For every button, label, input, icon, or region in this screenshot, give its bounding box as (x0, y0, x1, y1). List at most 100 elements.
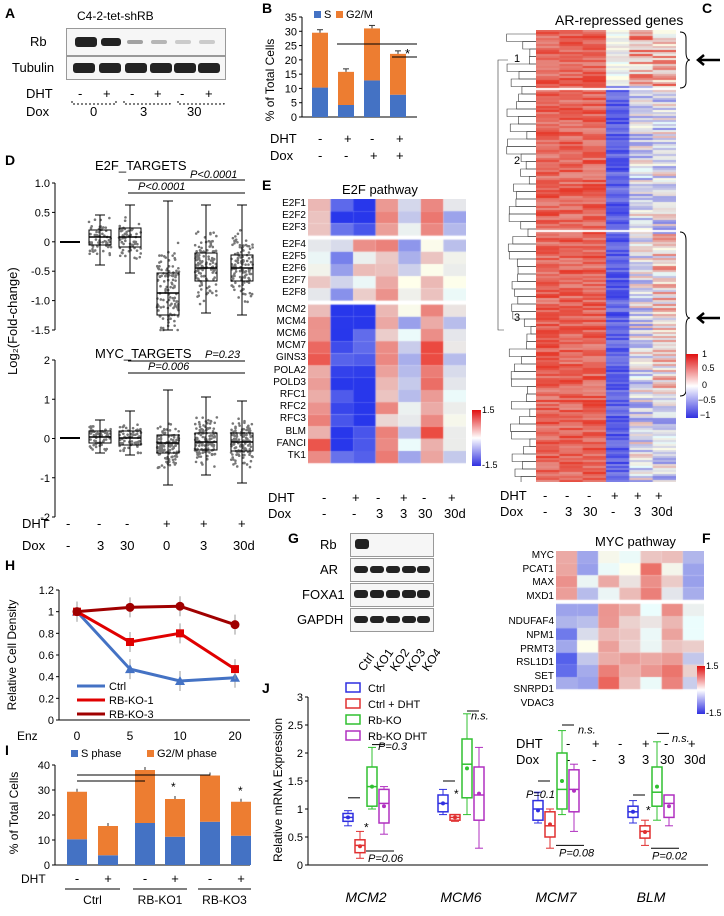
e-gene-mcm2: MCM2 (276, 303, 306, 315)
i-star-1: * (171, 780, 176, 794)
j-gene-mcm2: MCM2 (345, 889, 386, 905)
b-bar-s (364, 80, 380, 117)
panel-i-ylabel: % of Total Cells (7, 772, 21, 854)
f-dox-1: - (592, 752, 597, 767)
panel-a-dht-2: + (103, 86, 111, 101)
h-point (176, 629, 184, 638)
panel-e-dht-label: DHT (268, 490, 295, 505)
j-mcm7-p2: P=0.08 (559, 848, 595, 860)
f-dht-2: - (618, 736, 623, 751)
i-bar-g2m (200, 775, 220, 822)
j-mcm2-p2: P=0.06 (368, 853, 404, 865)
d-top-ytick: -1.0 (31, 296, 50, 308)
j-legend-0: Ctrl (368, 683, 385, 695)
e-dox-5: 30d (444, 506, 466, 521)
i-bar-s (98, 855, 118, 865)
e-gene-mcm6: MCM6 (276, 328, 306, 339)
h-ytick: 0 (48, 715, 54, 727)
i-ytick: 30 (38, 785, 50, 797)
j-ytick: 0 (297, 860, 303, 872)
f-gene-set: SET (534, 670, 554, 682)
f-gene-max: MAX (532, 577, 554, 589)
tubulin-blot (66, 56, 226, 80)
i-dht-4: - (208, 871, 212, 886)
c-dox-3: - (611, 504, 616, 519)
i-bar-g2m (67, 791, 87, 840)
panel-a-dox-label: Dox (26, 104, 50, 119)
b-ytick: 30 (285, 26, 297, 38)
panel-h-xlabel: Enz (17, 729, 38, 743)
panel-d-bottom-title: MYC_TARGETS (95, 346, 192, 361)
e-legend-max: 1.5 (482, 405, 495, 415)
i-dht-0: - (75, 871, 79, 886)
i-dht-5: + (237, 871, 245, 886)
d-dox-1: 3 (97, 538, 105, 553)
panel-b-star: * (405, 46, 410, 61)
d-bot-p1: P=0.006 (148, 361, 190, 373)
panel-f-title: MYC pathway (595, 534, 676, 549)
panel-e-heatmap (308, 199, 466, 479)
i-bar-s (200, 821, 220, 865)
panel-a-dht-3: - (130, 86, 135, 101)
panel-a-dht-5: - (180, 86, 185, 101)
e-dox-3: 3 (400, 506, 408, 521)
e-gene-tk1: TK1 (287, 450, 306, 461)
d-top-ytick: 0 (44, 237, 50, 249)
panel-b-dox-label: Dox (270, 148, 294, 163)
f-dox-0: - (566, 752, 571, 767)
e-legend-min: -1.5 (482, 460, 498, 470)
j-mcm6-ns: n.s. (471, 710, 489, 722)
j-legend-3: Rb-KO DHT (368, 731, 428, 743)
panel-label-g: G (288, 530, 299, 546)
e-gene-e2f5: E2F5 (282, 250, 306, 262)
b-bar-g2m (364, 28, 380, 81)
h-point (72, 607, 82, 617)
panel-a-title: C4-2-tet-shRB (77, 9, 154, 23)
legend-s-phase-swatch (71, 750, 78, 757)
d-dox-2: 30 (120, 538, 135, 553)
legend-g2m-swatch (336, 11, 343, 18)
rb-row-label: Rb (30, 34, 47, 49)
f-gene-snrpd1: SNRPD1 (513, 684, 554, 696)
b-bar-s (390, 94, 406, 117)
j-mcm6-star: * (454, 787, 459, 801)
panel-a-dht-1: - (78, 86, 83, 101)
panel-c-colorbar (686, 354, 698, 418)
panel-j-chart: Relative mRNA Expression 0 0.5 1 1.5 2 2.5 3 MC… (271, 682, 708, 905)
d-top-ytick: 0.5 (35, 207, 50, 219)
j-blm-star: * (646, 804, 651, 818)
h-xtick: 20 (228, 729, 242, 743)
h-xtick: 0 (74, 729, 81, 743)
j-mcm2-p1: P=0.3 (378, 741, 408, 753)
arrow-left-icon (696, 312, 720, 324)
c-legend-1: 1 (702, 349, 708, 359)
panel-d-dht-label: DHT (22, 516, 49, 531)
e-gene-pola2: POLA2 (273, 364, 306, 376)
b-ytick: 15 (285, 69, 297, 81)
e-gene-e2f3: E2F3 (282, 222, 306, 234)
g-blot-ar (350, 558, 434, 582)
d-top-ytick: -0.5 (31, 266, 50, 278)
i-ytick: 20 (38, 810, 50, 822)
j-legend-2: Rb-KO (368, 715, 402, 727)
b-ytick: 0 (291, 112, 297, 124)
panel-e-title: E2F pathway (342, 182, 418, 197)
d-top-p1: P<0.0001 (138, 181, 185, 193)
d-bot-p2: P=0.23 (205, 349, 241, 361)
e-gene-pold3: POLD3 (273, 376, 306, 388)
h-ytick: 0.2 (39, 693, 54, 705)
i-group-2: RB-KO3 (202, 893, 247, 907)
j-mcm2-star: * (364, 820, 369, 834)
i-dht-3: + (171, 871, 179, 886)
e-dht-0: - (322, 490, 327, 505)
cluster-1: 1 (514, 53, 521, 65)
panel-a-dox-0: 0 (90, 104, 98, 119)
i-dht-1: + (104, 871, 112, 886)
panel-f-dht-label: DHT (516, 736, 543, 751)
c-dht-1: - (565, 488, 570, 503)
c-dht-5: + (655, 488, 663, 503)
f-gene-ndufaf4: NDUFAF4 (508, 616, 554, 628)
panel-a-dox-30: 30 (187, 104, 202, 119)
i-group-1: RB-KO1 (138, 893, 183, 907)
c-legend-m05: −0.5 (698, 395, 716, 405)
